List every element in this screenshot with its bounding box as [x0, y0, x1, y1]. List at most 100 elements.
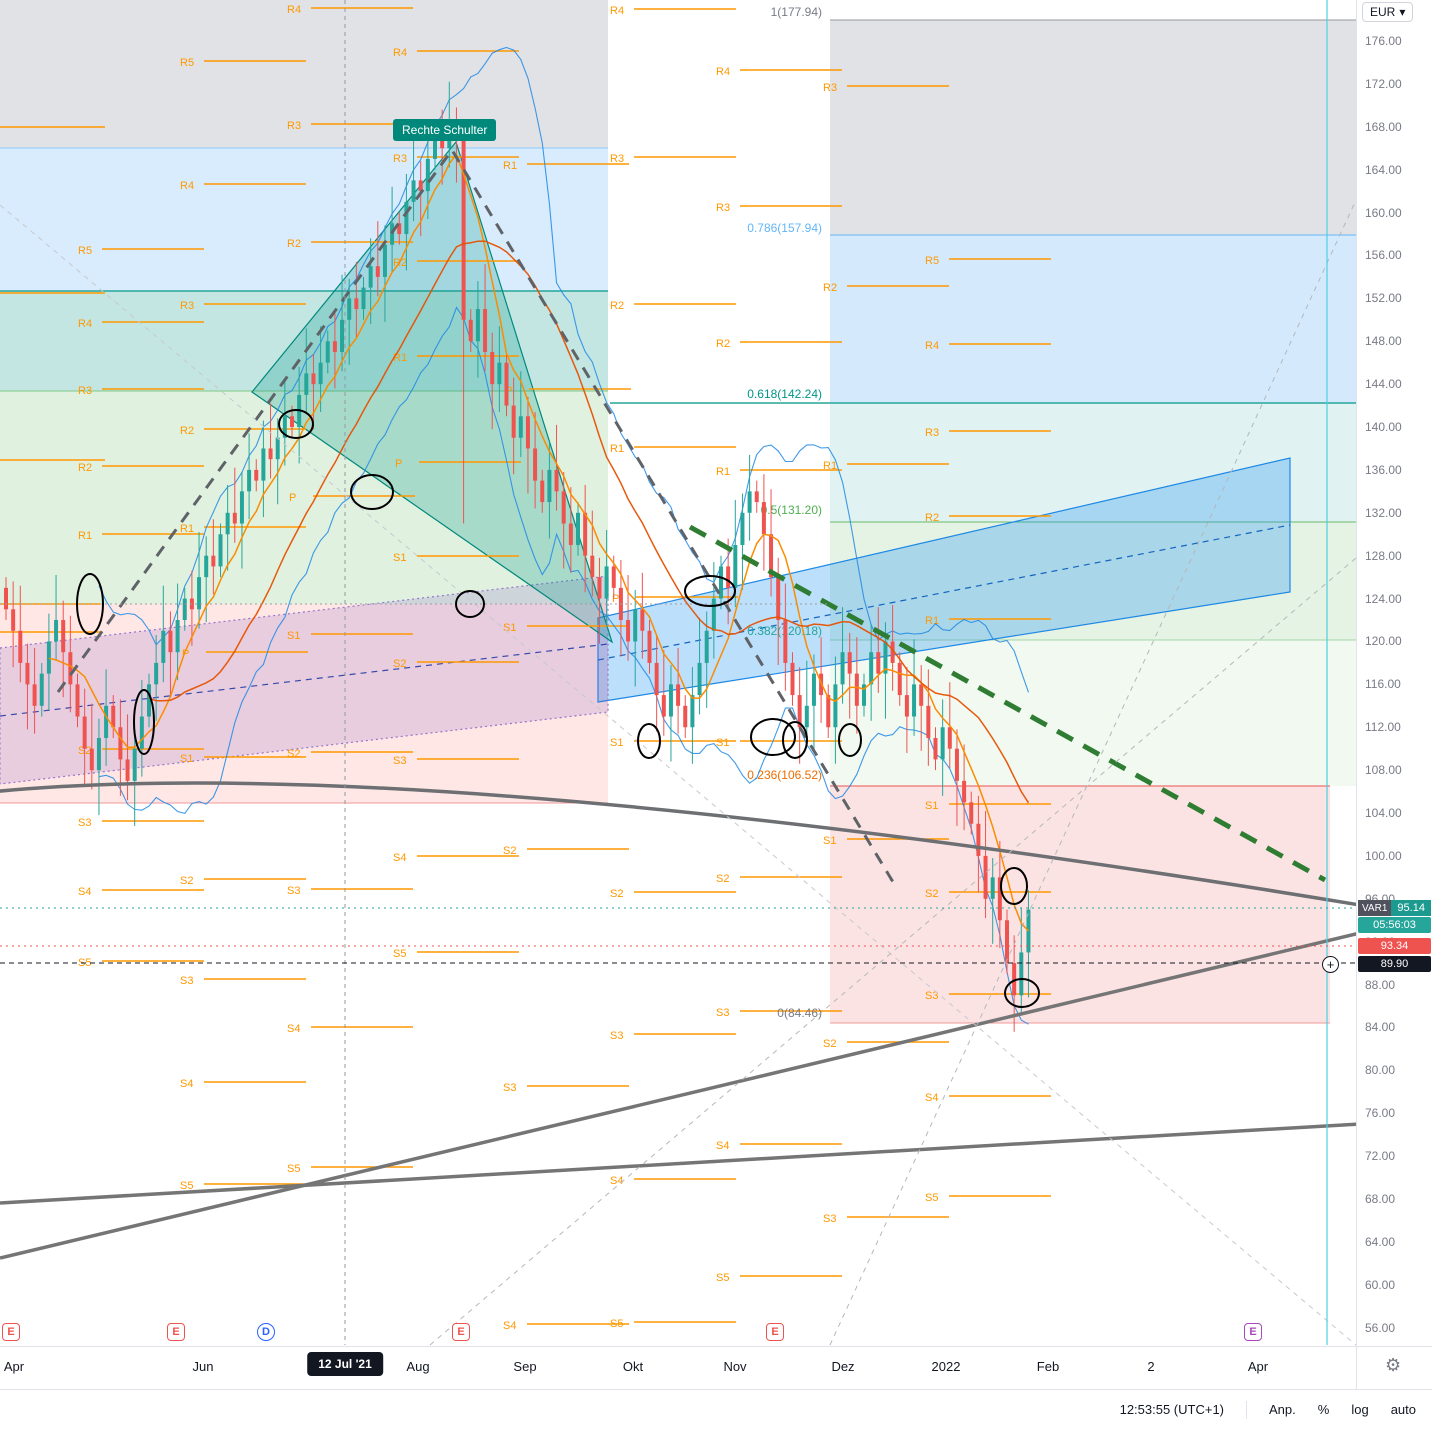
pivot-label: R1: [716, 466, 730, 478]
earnings-badge[interactable]: E: [2, 1323, 20, 1341]
pivot-label: R3: [78, 385, 92, 397]
pivot-label: S5: [180, 1180, 193, 1192]
earnings-badge[interactable]: E: [766, 1323, 784, 1341]
thin-dashed-diagonal-1: [829, 199, 1356, 1346]
var1-series-label: VAR1: [1358, 900, 1392, 916]
earnings-badge[interactable]: E: [452, 1323, 470, 1341]
pivot-label: P: [505, 385, 512, 397]
pivot-label: S1: [180, 753, 193, 765]
earnings-badge[interactable]: E: [167, 1323, 185, 1341]
pivot-label: S2: [823, 1038, 836, 1050]
pivot-label: S4: [925, 1092, 938, 1104]
highlight-ellipse: [1004, 978, 1040, 1008]
pivot-label: S2: [503, 845, 516, 857]
price-tick: 168.00: [1365, 119, 1402, 134]
percent-scale-button[interactable]: %: [1317, 1402, 1330, 1417]
zone-green-right: [830, 522, 1356, 640]
price-tick: 140.00: [1365, 420, 1402, 435]
highlight-ellipse: [278, 409, 314, 439]
pivot-label: S4: [287, 1023, 300, 1035]
time-axis-label: Dez: [831, 1359, 855, 1374]
pivot-label: S2: [287, 748, 300, 760]
pivot-label: R4: [180, 180, 194, 192]
price-tick: 124.00: [1365, 591, 1402, 606]
price-tick: 120.00: [1365, 634, 1402, 649]
pivot-label: R2: [610, 300, 624, 312]
highlight-ellipse: [1000, 867, 1028, 905]
price-tick: 60.00: [1365, 1277, 1396, 1292]
pivot-label: R1: [610, 443, 624, 455]
pivot-label: S4: [503, 1320, 516, 1332]
price-tick: 112.00: [1365, 720, 1401, 735]
fib-label: 0.786(157.94): [747, 221, 822, 235]
downtrend-green-dashed-line: [688, 524, 1327, 883]
pivot-label: S3: [503, 1082, 516, 1094]
currency-label: EUR: [1370, 5, 1396, 19]
trend-drawings[interactable]: [0, 0, 1356, 1346]
dividend-badge[interactable]: D: [257, 1323, 275, 1341]
price-tick: 136.00: [1365, 462, 1402, 477]
pivot-label: S2: [716, 873, 729, 885]
currency-dropdown[interactable]: EUR ▾: [1362, 2, 1414, 22]
auto-scale-button[interactable]: auto: [1390, 1402, 1416, 1417]
gear-icon[interactable]: ⚙: [1385, 1355, 1402, 1375]
price-tick: 88.00: [1365, 977, 1396, 992]
pivot-levels: R5 R4 R3 R2 R1 S2 S3 S4 S5 R5 R4 R3 R2 R1 P S1 S2 S3 S4 S5 R…: [0, 4, 1051, 1332]
highlight-ellipse: [350, 474, 394, 510]
price-tick: 64.00: [1365, 1234, 1396, 1249]
fib-label: 0.5(131.20): [761, 503, 822, 517]
price-tick: 108.00: [1365, 763, 1402, 778]
time-axis-label: Apr: [1247, 1359, 1269, 1374]
pivot-label: R5: [925, 255, 939, 267]
pivot-label: R1: [503, 160, 517, 172]
price-tick: 72.00: [1365, 1149, 1396, 1164]
zone-gray-left: [0, 0, 608, 148]
pivot-label: R2: [287, 238, 301, 250]
log-scale-button[interactable]: log: [1351, 1402, 1369, 1417]
drawing-ellipses[interactable]: [76, 409, 1040, 1008]
pivot-label: P: [612, 593, 619, 605]
pivot-label: S4: [393, 852, 406, 864]
thin-dashed-diagonal-3: [429, 557, 1356, 1346]
selected-date-badge[interactable]: 12 Jul '21: [307, 1352, 383, 1376]
zone-pink-right: [830, 786, 1330, 1023]
pivot-label: S2: [610, 888, 623, 900]
pivot-label: R4: [925, 340, 939, 352]
pivot-label: R4: [78, 318, 92, 330]
head-shoulders-dashed-trendline: [56, 147, 895, 883]
price-tick: 152.00: [1365, 291, 1402, 306]
status-divider: [1246, 1400, 1248, 1419]
pivot-label: S4: [610, 1175, 623, 1187]
zone-blue-right: [830, 235, 1356, 403]
zone-blue-left: [0, 148, 608, 291]
time-axis[interactable]: Apr Jun Aug Sep Okt Nov Dez 2022 Feb 2 Apr 12 Jul …: [0, 1346, 1356, 1389]
countdown-tag: 05:56:03: [1358, 917, 1431, 933]
channel-drawings[interactable]: [0, 140, 1291, 785]
anp-button[interactable]: Anp.: [1269, 1402, 1296, 1417]
zone-pale-green-right: [830, 640, 1356, 786]
pivot-label: R1: [393, 352, 407, 364]
fib-labels: 1(177.94) 0.786(157.94) 0.618(142.24) 0.5(1…: [747, 5, 822, 1020]
price-axis[interactable]: EUR ▾ 176.00 172.00 168.00 164.00 160.00 156.…: [1356, 0, 1432, 1346]
pivot-label: S1: [287, 630, 300, 642]
pivot-label: R3: [823, 82, 837, 94]
right-shoulder-label[interactable]: Rechte Schulter: [393, 119, 497, 141]
time-axis-label: Okt: [622, 1359, 644, 1374]
pivot-label: S1: [925, 800, 938, 812]
earnings-badge[interactable]: E: [1244, 1323, 1262, 1341]
time-axis-label: Jun: [192, 1359, 214, 1374]
crosshair-plus-icon[interactable]: +: [1322, 956, 1339, 973]
zone-gray-right: [830, 20, 1356, 235]
highlight-ellipse: [637, 723, 661, 759]
highlight-ellipse: [133, 689, 155, 755]
pivot-label: R4: [287, 4, 301, 16]
pivot-label: S3: [610, 1030, 623, 1042]
price-tick: 56.00: [1365, 1320, 1396, 1335]
candles: [4, 81, 1031, 1032]
pivot-label: S4: [716, 1140, 729, 1152]
highlight-ellipse: [684, 575, 736, 607]
price-chart[interactable]: R5 R4 R3 R2 R1 S2 S3 S4 S5 R5 R4 R3 R2 R1 P S1 S2 S3 S4 S5 R…: [0, 0, 1356, 1346]
price-tick: 68.00: [1365, 1192, 1396, 1207]
price-tick: 100.00: [1365, 848, 1402, 863]
